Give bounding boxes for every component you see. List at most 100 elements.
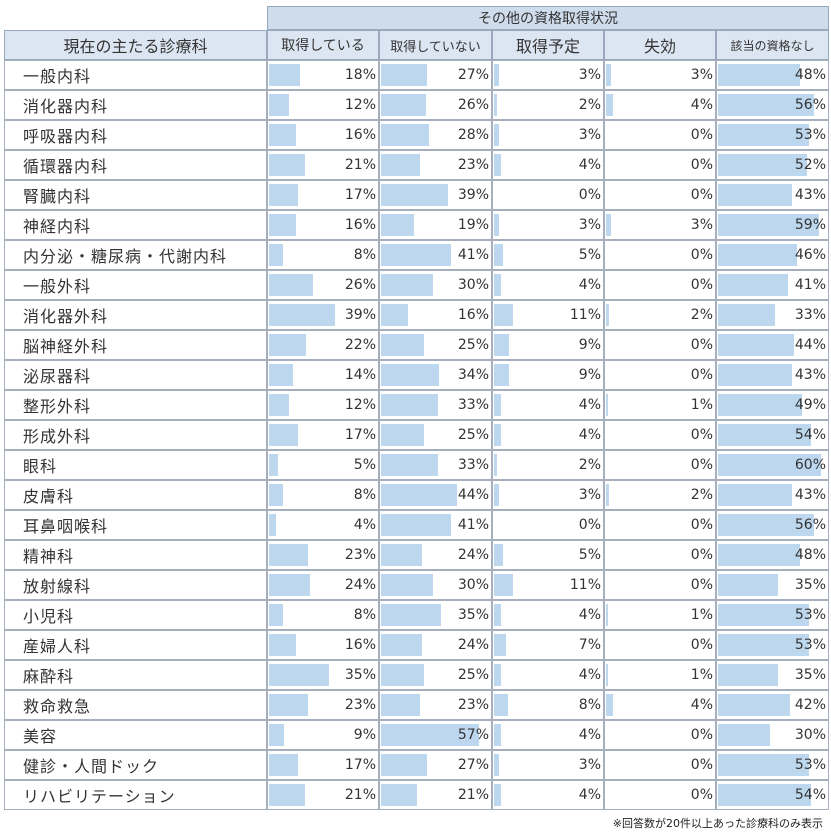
data-cell: 54% — [716, 780, 829, 810]
data-value: 8% — [353, 247, 376, 263]
data-cell: 21% — [379, 780, 492, 810]
row-label: 放射線科 — [4, 570, 267, 600]
data-cell: 17% — [267, 750, 379, 780]
data-bar — [269, 484, 283, 506]
data-cell: 33% — [379, 450, 492, 480]
data-value: 26% — [457, 97, 489, 113]
data-bar — [269, 724, 284, 746]
data-bar — [381, 664, 424, 686]
data-cell: 26% — [267, 270, 379, 300]
data-value: 41% — [457, 517, 489, 533]
data-value: 35% — [794, 667, 826, 683]
data-cell: 39% — [379, 180, 492, 210]
data-value: 1% — [690, 397, 713, 413]
data-bar — [381, 274, 433, 296]
row-label: リハビリテーション — [4, 780, 267, 810]
row-label: 循環器内科 — [4, 150, 267, 180]
data-value: 4% — [578, 787, 601, 803]
data-value: 0% — [690, 127, 713, 143]
data-cell: 30% — [716, 720, 829, 750]
data-value: 23% — [457, 157, 489, 173]
data-bar — [606, 484, 609, 506]
data-cell: 0% — [604, 330, 716, 360]
data-cell: 46% — [716, 240, 829, 270]
data-cell: 5% — [492, 240, 604, 270]
data-value: 41% — [457, 247, 489, 263]
data-value: 16% — [344, 127, 376, 143]
data-cell: 33% — [716, 300, 829, 330]
data-cell: 23% — [267, 690, 379, 720]
data-bar — [494, 694, 508, 716]
data-value: 21% — [457, 787, 489, 803]
data-bar — [381, 544, 422, 566]
col-header-label: 取得予定 — [515, 37, 580, 56]
row-header: 現在の主たる診療科 — [4, 30, 267, 60]
col-header-acquired: 取得している — [267, 30, 379, 60]
data-cell: 2% — [604, 480, 716, 510]
data-cell: 23% — [379, 690, 492, 720]
data-value: 53% — [794, 607, 826, 623]
data-cell: 4% — [492, 660, 604, 690]
col-header-planned: 取得予定 — [492, 30, 604, 60]
col-header-label: 取得している — [281, 38, 365, 54]
data-value: 53% — [794, 757, 826, 773]
data-cell: 24% — [267, 570, 379, 600]
data-bar — [381, 694, 420, 716]
data-cell: 43% — [716, 180, 829, 210]
data-bar — [269, 214, 296, 236]
data-value: 14% — [344, 367, 376, 383]
data-bar — [494, 334, 509, 356]
data-value: 4% — [578, 397, 601, 413]
data-value: 26% — [344, 277, 376, 293]
data-cell: 21% — [267, 150, 379, 180]
data-bar — [269, 424, 298, 446]
data-bar — [606, 64, 611, 86]
data-value: 24% — [457, 637, 489, 653]
data-bar — [381, 364, 439, 386]
data-cell: 35% — [379, 600, 492, 630]
data-cell: 9% — [267, 720, 379, 750]
data-bar — [381, 574, 433, 596]
data-bar — [494, 64, 499, 86]
data-bar — [494, 214, 499, 236]
data-value: 60% — [794, 457, 826, 473]
data-bar — [494, 574, 513, 596]
data-value: 3% — [578, 67, 601, 83]
data-bar — [381, 154, 420, 176]
data-value: 49% — [794, 397, 826, 413]
data-value: 22% — [344, 337, 376, 353]
data-value: 24% — [457, 547, 489, 563]
data-cell: 4% — [492, 780, 604, 810]
data-bar — [269, 334, 306, 356]
data-value: 0% — [690, 787, 713, 803]
data-cell: 0% — [604, 570, 716, 600]
data-cell: 53% — [716, 630, 829, 660]
data-value: 16% — [457, 307, 489, 323]
data-cell: 0% — [604, 360, 716, 390]
group-header: その他の資格取得状況 — [267, 6, 829, 30]
data-cell: 0% — [492, 510, 604, 540]
data-value: 0% — [690, 457, 713, 473]
data-bar — [269, 244, 283, 266]
data-bar — [494, 424, 501, 446]
data-bar — [381, 424, 424, 446]
data-value: 43% — [794, 187, 826, 203]
row-label: 小児科 — [4, 600, 267, 630]
data-bar — [381, 604, 441, 626]
data-cell: 56% — [716, 90, 829, 120]
data-bar — [718, 364, 792, 386]
data-cell: 0% — [604, 750, 716, 780]
data-bar — [606, 214, 611, 236]
data-cell: 44% — [379, 480, 492, 510]
data-cell: 30% — [379, 570, 492, 600]
data-bar — [494, 304, 513, 326]
data-cell: 11% — [492, 570, 604, 600]
data-bar — [718, 454, 821, 476]
data-value: 53% — [794, 127, 826, 143]
row-label: 耳鼻咽喉科 — [4, 510, 267, 540]
data-cell: 4% — [492, 150, 604, 180]
col-header-label: 取得していない — [390, 39, 481, 55]
data-bar — [718, 754, 809, 776]
row-label: 美容 — [4, 720, 267, 750]
data-bar — [381, 514, 451, 536]
